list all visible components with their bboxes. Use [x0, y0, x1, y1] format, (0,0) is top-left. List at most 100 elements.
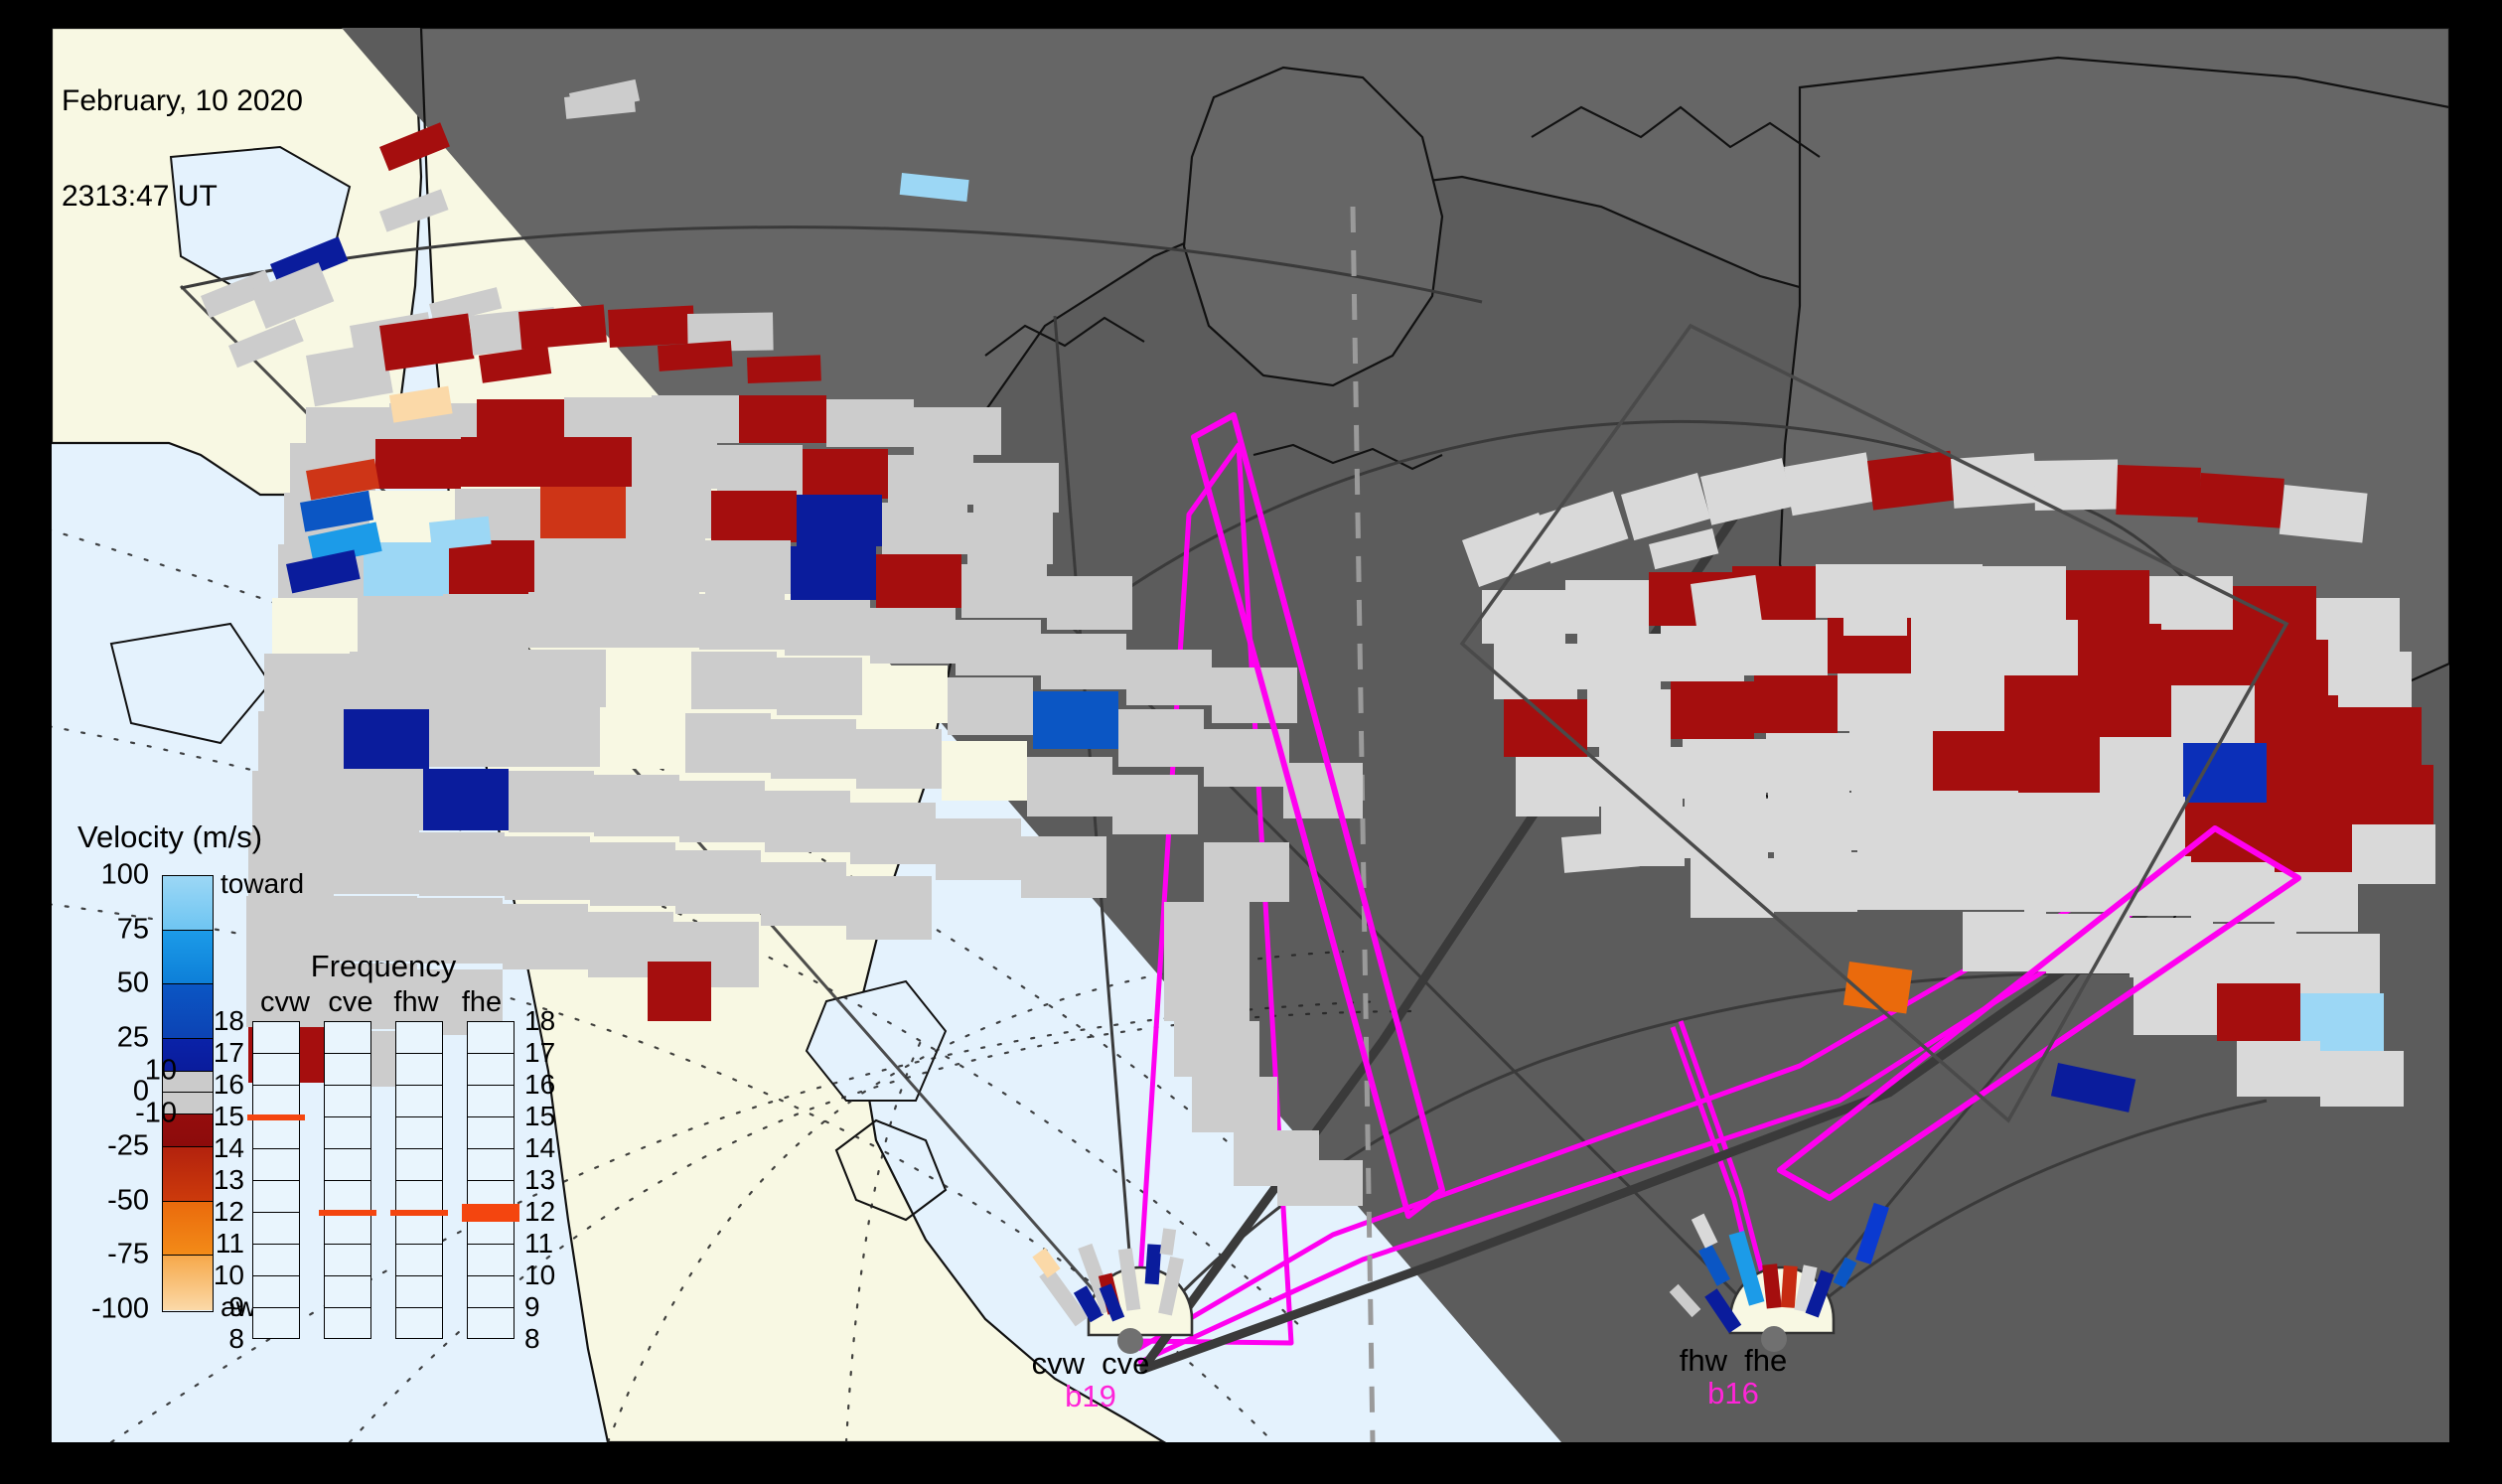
colorbar-band	[163, 1114, 213, 1147]
frequency-cell	[396, 1054, 442, 1086]
colorbar-band	[163, 984, 213, 1039]
frequency-tick-label: 17	[213, 1037, 244, 1068]
frequency-column-header: fhw	[393, 986, 439, 1018]
frequency-marker	[390, 1210, 448, 1216]
colorbar-toward-label: toward	[221, 867, 305, 899]
colorbar-band	[163, 876, 213, 931]
frequency-cell	[468, 1213, 514, 1245]
frequency-cell	[325, 1245, 370, 1276]
cv-fan-body	[246, 89, 1363, 1206]
frequency-columns: 18 17 16 15 14 13 12 11 10 9 8 18 17 16 15 14 13 12 11 10 9…	[214, 1005, 555, 1354]
colorbar-tick-label: 100	[100, 858, 149, 891]
frequency-cell	[468, 1054, 514, 1086]
station-beam-fh: b16	[1707, 1376, 1759, 1410]
fh-fan-body	[1461, 450, 2435, 1113]
frequency-tick-label: 18	[524, 1005, 556, 1036]
frequency-cell	[468, 1022, 514, 1054]
frequency-tick-label: 12	[213, 1196, 244, 1227]
colorbar-band	[163, 1071, 213, 1094]
velocity-colorbar	[162, 875, 214, 1312]
frequency-cell	[325, 1022, 370, 1054]
colorbar-band	[163, 1093, 213, 1115]
frequency-column-cve	[319, 1021, 376, 1340]
station-label-fh[interactable]: fhw fhe b16	[1639, 1343, 1828, 1411]
frequency-cell	[253, 1308, 299, 1340]
fov-diamond-fh	[1459, 323, 2289, 1123]
station-names-fh: fhw fhe	[1679, 1343, 1788, 1378]
fov-cv-east-edge	[1053, 315, 1138, 1340]
frequency-cell	[253, 1276, 299, 1308]
frequency-cell	[468, 1086, 514, 1117]
frequency-cell	[468, 1276, 514, 1308]
frequency-tick-label: 11	[215, 1228, 244, 1259]
frequency-cell	[396, 1086, 442, 1117]
frequency-tick-label: 14	[213, 1132, 244, 1163]
frequency-legend-title: Frequency	[310, 949, 457, 983]
frequency-cell	[396, 1276, 442, 1308]
frequency-cell	[325, 1276, 370, 1308]
frequency-cell	[468, 1117, 514, 1149]
frequency-tick-label: 16	[213, 1069, 244, 1100]
frequency-cell	[325, 1213, 370, 1245]
map-canvas[interactable]	[52, 28, 2449, 1442]
frequency-column-fhw	[390, 1021, 448, 1339]
frequency-cell	[468, 1245, 514, 1276]
frequency-tick-label: 18	[213, 1005, 244, 1036]
timestamp-block: February, 10 2020 2313:47 UT	[62, 22, 303, 276]
frequency-marker	[319, 1210, 376, 1216]
fov-fh-south-arc	[1777, 1099, 2268, 1341]
station-names-cv: cvw cve	[1031, 1346, 1150, 1381]
frequency-cell	[253, 1245, 299, 1276]
bay-west	[805, 979, 948, 1102]
frequency-column-header: cve	[328, 986, 373, 1018]
colorbar-inner-tick-label: -10	[135, 1097, 177, 1129]
colorbar-tick-label: 25	[116, 1021, 149, 1054]
frequency-tick-label: 9	[228, 1291, 244, 1322]
frequency-tick-label: 13	[213, 1164, 244, 1195]
frequency-cell	[396, 1245, 442, 1276]
frequency-tick-label: 12	[524, 1196, 556, 1227]
frequency-cell	[396, 1149, 442, 1181]
colorbar-band	[163, 930, 213, 985]
velocity-legend: Velocity (m/s) 100 75 50 25 0 -25 -50 -75 -100 10…	[60, 819, 308, 1324]
frequency-cell	[325, 1308, 370, 1340]
frequency-legend: Frequency cvw cve fhw fhe 18 17 16 15 14 13 12 11 1…	[214, 949, 555, 1354]
frequency-tick-label: 9	[524, 1291, 540, 1322]
frequency-column-headers: cvw cve fhw fhe	[252, 986, 515, 1019]
frequency-tick-label: 8	[228, 1323, 244, 1354]
frequency-marker	[247, 1114, 305, 1120]
colorbar-tick-label: -50	[107, 1184, 149, 1217]
fov-cv-far-arc	[180, 225, 1483, 304]
frequency-tick-label: 10	[213, 1260, 244, 1290]
colorbar-tick-label: 50	[116, 966, 149, 999]
frequency-tick-label: 11	[524, 1228, 554, 1259]
frequency-tick-label: 10	[524, 1260, 556, 1290]
station-label-cv[interactable]: cvw cve b19	[996, 1346, 1185, 1414]
timestamp-date: February, 10 2020	[62, 84, 303, 117]
velocity-legend-title: Velocity (m/s)	[77, 819, 263, 854]
frequency-tick-label: 13	[524, 1164, 556, 1195]
colorbar-tick-label: -75	[107, 1238, 149, 1270]
frequency-tick-label: 17	[524, 1037, 556, 1068]
cell	[379, 189, 449, 232]
beam-fov-box-fh	[1777, 825, 2301, 1201]
frequency-column-header: fhe	[461, 986, 503, 1018]
frequency-cell	[468, 1308, 514, 1340]
frequency-cell	[396, 1181, 442, 1213]
frequency-cell	[253, 1022, 299, 1054]
frequency-column-cvw	[247, 1021, 305, 1340]
cell	[429, 287, 503, 326]
colorbar-tick-label: -25	[107, 1129, 149, 1162]
frequency-cell	[325, 1149, 370, 1181]
cell	[250, 262, 335, 329]
frequency-cell	[253, 1086, 299, 1117]
timestamp-time: 2313:47 UT	[62, 180, 218, 213]
frequency-axis-right: 18 17 16 15 14 13 12 11 10 9 8	[518, 1005, 576, 1354]
station-dot-fh	[1761, 1326, 1787, 1352]
station-dot-cv	[1117, 1328, 1143, 1354]
frequency-axis-left: 18 17 16 15 14 13 12 11 10 9 8	[193, 1005, 248, 1354]
scatter-cells-cv	[201, 78, 1363, 1206]
frequency-marker	[462, 1204, 519, 1222]
frequency-cell	[468, 1149, 514, 1181]
